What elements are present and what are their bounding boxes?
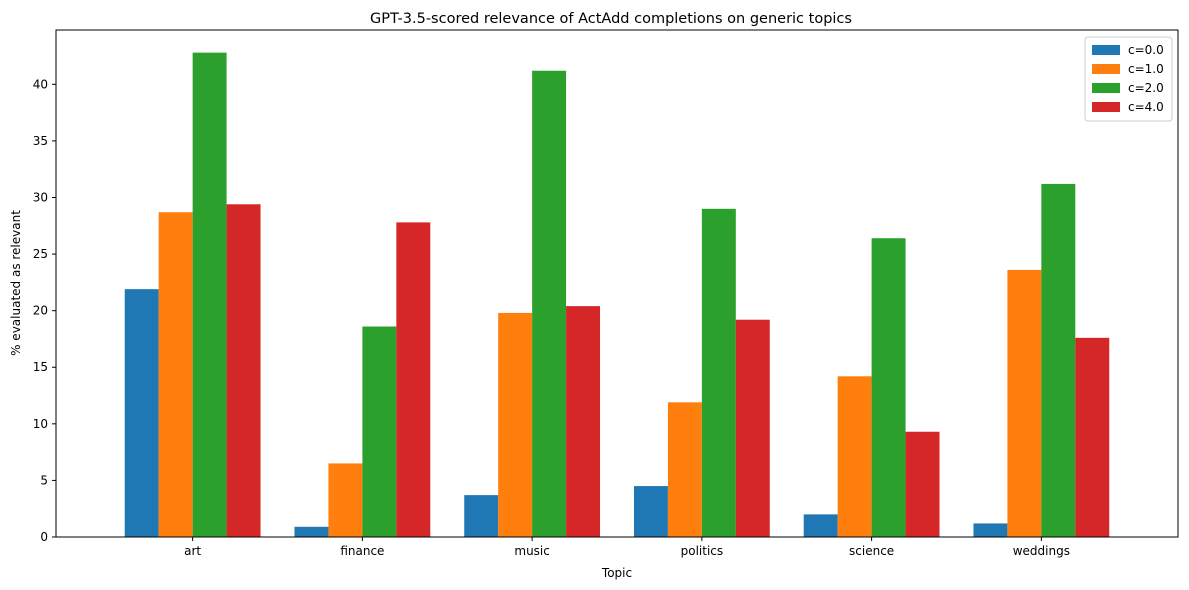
bar-music-c-0-0: [464, 495, 499, 537]
bar-finance-c-0-0: [294, 526, 329, 537]
y-tick-label: 35: [33, 134, 48, 148]
bar-politics-c-2-0: [701, 208, 736, 537]
bar-finance-c-1-0: [328, 463, 363, 537]
bar-science-c-1-0: [837, 376, 872, 537]
x-axis: art finance music politics science weddings: [184, 537, 1070, 558]
bar-weddings-c-4-0: [1075, 337, 1110, 537]
bar-art-c-4-0: [226, 204, 261, 537]
bars-group: [124, 52, 1110, 538]
x-tick-label-music: music: [514, 544, 549, 558]
bar-science-c-0-0: [803, 514, 838, 537]
bar-science-c-4-0: [905, 431, 940, 537]
bar-art-c-1-0: [158, 212, 193, 537]
legend-box: [1084, 36, 1173, 122]
legend-label: c=2.0: [1128, 81, 1164, 95]
bar-science-c-2-0: [871, 238, 906, 538]
x-tick-label-finance: finance: [340, 544, 384, 558]
plot-frame: [55, 29, 1179, 538]
bar-music-c-1-0: [498, 312, 533, 537]
y-tick-label: 5: [40, 473, 48, 487]
bar-finance-c-4-0: [396, 222, 431, 537]
y-tick-label: 20: [33, 304, 48, 318]
legend-swatch: [1092, 64, 1120, 74]
bar-politics-c-0-0: [633, 486, 668, 537]
legend-label: c=4.0: [1128, 100, 1164, 114]
bar-art-c-2-0: [192, 52, 227, 537]
x-tick-label-science: science: [849, 544, 894, 558]
legend-swatch: [1092, 83, 1120, 93]
bar-weddings-c-2-0: [1041, 183, 1076, 537]
y-axis: 0 5 10 15 20 25 30 35 40: [33, 77, 56, 544]
bar-weddings-c-0-0: [973, 523, 1008, 537]
y-tick-label: 10: [33, 417, 48, 431]
y-tick-label: 25: [33, 247, 48, 261]
legend-label: c=0.0: [1128, 43, 1164, 57]
y-tick-label: 15: [33, 360, 48, 374]
bar-music-c-4-0: [566, 306, 601, 537]
bar-weddings-c-1-0: [1007, 269, 1042, 537]
legend-label: c=1.0: [1128, 62, 1164, 76]
x-axis-label: Topic: [601, 566, 632, 580]
chart-title: GPT-3.5-scored relevance of ActAdd compl…: [370, 11, 852, 27]
y-tick-label: 30: [33, 190, 48, 204]
bar-music-c-2-0: [532, 70, 567, 538]
x-tick-label-art: art: [184, 544, 201, 558]
y-tick-label: 40: [33, 77, 48, 91]
x-tick-label-politics: politics: [681, 544, 724, 558]
y-axis-label: % evaluated as relevant: [9, 210, 23, 356]
legend-swatch: [1092, 102, 1120, 112]
legend: c=0.0 c=1.0 c=2.0 c=4.0: [1084, 36, 1173, 122]
bar-finance-c-2-0: [362, 326, 397, 537]
y-tick-label: 0: [40, 530, 48, 544]
x-tick-label-weddings: weddings: [1013, 544, 1070, 558]
bar-art-c-0-0: [124, 289, 159, 537]
bar-politics-c-4-0: [735, 319, 770, 537]
legend-swatch: [1092, 45, 1120, 55]
bar-politics-c-1-0: [667, 402, 702, 537]
